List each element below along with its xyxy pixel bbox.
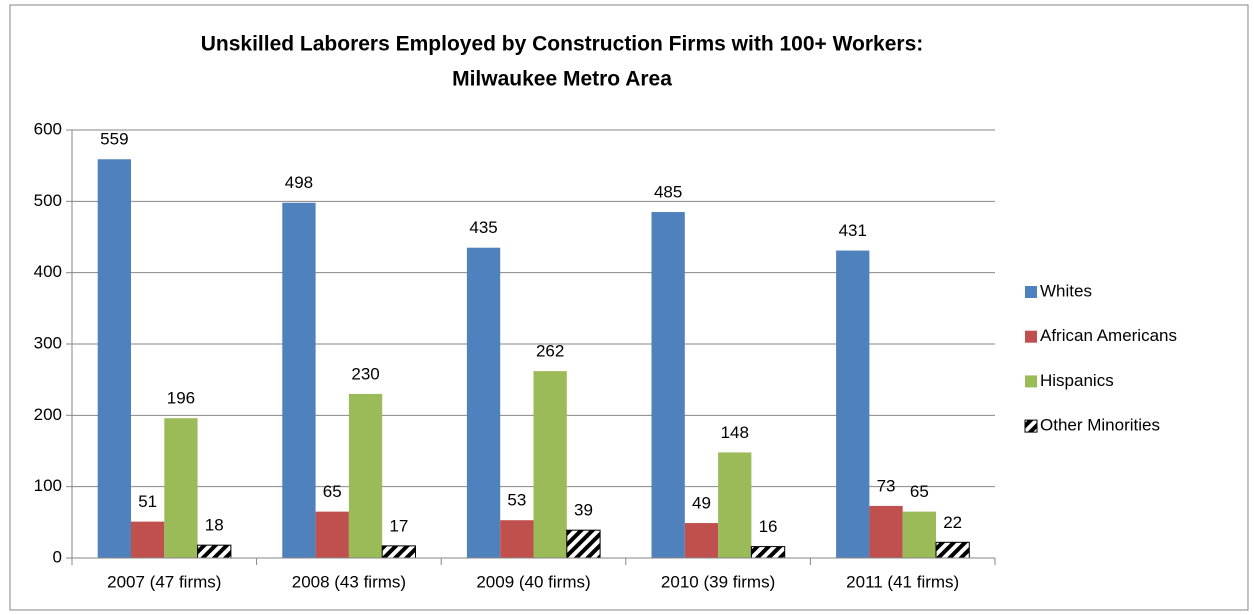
legend-label: Hispanics xyxy=(1040,371,1114,390)
bar xyxy=(684,523,719,558)
y-tick-label: 0 xyxy=(53,547,62,566)
bar xyxy=(164,418,198,558)
bar xyxy=(836,250,870,558)
bar xyxy=(466,247,501,558)
y-tick-label: 300 xyxy=(34,333,62,352)
data-label: 18 xyxy=(205,516,224,535)
data-label: 559 xyxy=(100,130,128,149)
data-label: 39 xyxy=(574,501,593,520)
data-label: 73 xyxy=(877,476,896,495)
x-tick-label: 2008 (43 firms) xyxy=(292,572,406,591)
x-tick-label: 2011 (41 firms) xyxy=(846,572,959,591)
bar xyxy=(348,393,383,558)
bar xyxy=(381,545,417,559)
x-tick-label: 2010 (39 firms) xyxy=(661,572,775,591)
legend-swatch xyxy=(1025,375,1037,388)
data-label: 230 xyxy=(351,364,379,383)
bar xyxy=(97,159,131,558)
bar xyxy=(533,371,567,558)
bar xyxy=(131,521,165,558)
legend-swatch xyxy=(1025,286,1037,298)
data-label: 262 xyxy=(536,342,564,361)
legend-label: Other Minorities xyxy=(1040,416,1160,435)
data-label: 65 xyxy=(323,482,342,501)
data-label: 196 xyxy=(167,389,195,408)
bar xyxy=(869,505,903,558)
data-label: 17 xyxy=(389,516,408,535)
data-label: 435 xyxy=(469,218,497,237)
legend-swatch xyxy=(1024,419,1038,433)
bar xyxy=(566,529,601,559)
bar xyxy=(651,212,685,559)
bar xyxy=(282,202,316,558)
bar xyxy=(902,511,936,558)
y-tick-label: 400 xyxy=(34,262,62,281)
bar xyxy=(500,520,534,558)
data-label: 485 xyxy=(654,183,682,202)
data-label: 65 xyxy=(910,482,929,501)
data-label: 148 xyxy=(721,423,749,442)
chart-title: Milwaukee Metro Area xyxy=(452,68,672,91)
data-label: 53 xyxy=(507,491,526,510)
bar xyxy=(197,544,232,559)
data-label: 16 xyxy=(759,517,778,536)
data-label: 22 xyxy=(943,513,962,532)
chart-border xyxy=(9,4,1249,611)
bar xyxy=(935,541,970,559)
data-label: 498 xyxy=(285,173,313,192)
bar xyxy=(718,452,752,558)
bar xyxy=(315,511,349,558)
chart-title: Unskilled Laborers Employed by Construct… xyxy=(201,33,924,56)
data-label: 49 xyxy=(692,494,711,513)
legend-label: Whites xyxy=(1040,281,1092,300)
legend-swatch xyxy=(1025,330,1037,343)
x-tick-label: 2009 (40 firms) xyxy=(476,572,590,591)
legend-label: African Americans xyxy=(1040,326,1177,345)
data-label: 431 xyxy=(839,221,867,240)
x-tick-label: 2007 (47 firms) xyxy=(107,572,221,591)
bar xyxy=(750,546,786,559)
data-label: 51 xyxy=(138,492,157,511)
y-tick-label: 100 xyxy=(34,476,62,495)
y-tick-label: 200 xyxy=(34,405,62,424)
y-tick-label: 600 xyxy=(34,119,62,138)
y-tick-label: 500 xyxy=(34,191,62,210)
